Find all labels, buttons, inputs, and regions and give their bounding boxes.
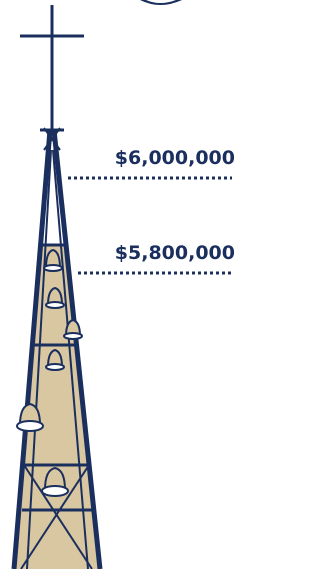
- graphic: $6,000,000 $5,800,000: [0, 0, 247, 569]
- steeple-diagram: $6,000,000 $5,800,000: [0, 0, 247, 569]
- progress-label: $5,800,000: [115, 242, 235, 264]
- goal-label: $6,000,000: [115, 147, 235, 169]
- logo-fragment: [140, 0, 182, 5]
